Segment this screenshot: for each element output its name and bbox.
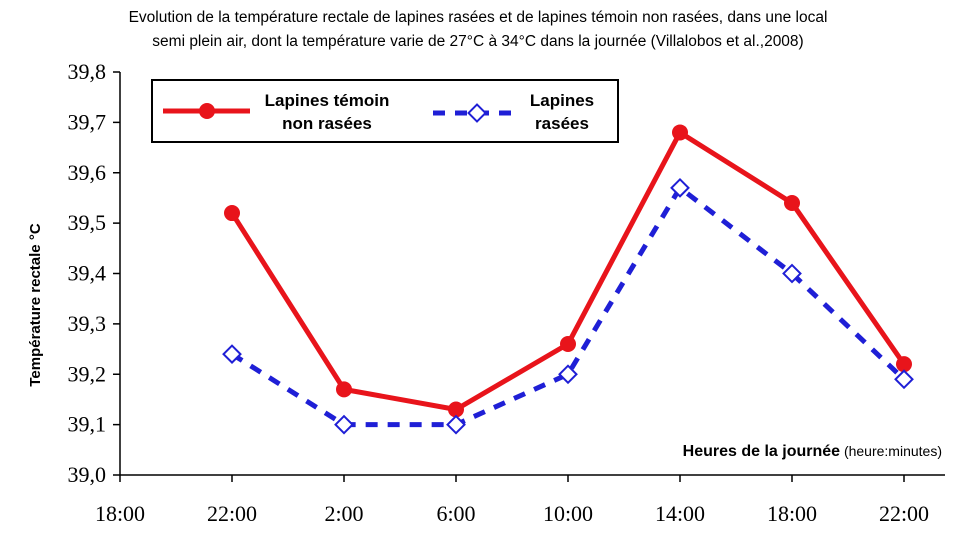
y-tick-label: 39,2 bbox=[68, 361, 107, 386]
y-tick-label: 39,3 bbox=[68, 311, 107, 336]
x-axis-label: Heures de la journée (heure:minutes) bbox=[683, 443, 942, 460]
data-point bbox=[784, 194, 800, 211]
y-axis-ticks: 39,0 39,1 39,2 39,3 39,4 39,5 39,6 39,7 39,8 bbox=[68, 59, 120, 487]
data-point bbox=[446, 414, 466, 435]
chart-title-line-2: semi plein air, dont la température vari… bbox=[152, 33, 803, 50]
data-point bbox=[560, 336, 576, 353]
y-tick-label: 39,6 bbox=[68, 160, 107, 185]
data-point bbox=[782, 263, 802, 284]
chart-title-line-1: Evolution de la température rectale de l… bbox=[129, 9, 828, 26]
legend-label-temoin-line-2: non rasées bbox=[282, 114, 372, 133]
data-point bbox=[336, 381, 352, 398]
x-tick-label: 6:00 bbox=[436, 501, 475, 526]
chart-title: Evolution de la température rectale de l… bbox=[129, 9, 828, 50]
legend-marker-diamond bbox=[467, 103, 487, 123]
x-axis-label-unit: (heure:minutes) bbox=[840, 443, 942, 459]
x-tick-label: 18:00 bbox=[95, 501, 145, 526]
y-tick-label: 39,0 bbox=[68, 462, 107, 487]
data-point bbox=[672, 124, 688, 141]
series-temoin bbox=[224, 124, 912, 418]
legend-label-rasees-line-2: rasées bbox=[535, 114, 589, 133]
x-tick-label: 14:00 bbox=[655, 501, 705, 526]
data-point bbox=[558, 364, 578, 385]
y-tick-label: 39,8 bbox=[68, 59, 107, 84]
x-tick-label: 22:00 bbox=[879, 501, 929, 526]
legend-marker-circle bbox=[199, 103, 215, 119]
x-axis-ticks: 18:00 22:00 2:00 6:00 10:00 14:00 18:00 22:00 bbox=[95, 475, 929, 526]
data-point bbox=[896, 356, 912, 373]
x-axis-label-main: Heures de la journée bbox=[683, 443, 840, 460]
x-tick-label: 18:00 bbox=[767, 501, 817, 526]
data-point bbox=[222, 344, 242, 364]
series-layer bbox=[222, 124, 914, 435]
data-point bbox=[224, 205, 240, 222]
x-tick-label: 2:00 bbox=[324, 501, 363, 526]
data-point bbox=[334, 414, 354, 435]
y-tick-label: 39,5 bbox=[68, 210, 107, 235]
x-tick-label: 22:00 bbox=[207, 501, 257, 526]
x-tick-label: 10:00 bbox=[543, 501, 593, 526]
y-axis-label: Température rectale °C bbox=[27, 223, 44, 386]
legend: Lapines témoin non rasées Lapines rasées bbox=[151, 79, 619, 143]
series-rasees bbox=[222, 177, 914, 435]
legend-label-rasees-line-1: Lapines bbox=[530, 91, 594, 110]
y-tick-label: 39,4 bbox=[68, 261, 107, 286]
legend-label-temoin-line-1: Lapines témoin bbox=[265, 91, 390, 110]
data-point bbox=[448, 401, 464, 418]
y-tick-label: 39,7 bbox=[68, 109, 107, 134]
y-tick-label: 39,1 bbox=[68, 412, 107, 437]
data-point bbox=[894, 369, 914, 390]
data-point bbox=[670, 177, 690, 198]
